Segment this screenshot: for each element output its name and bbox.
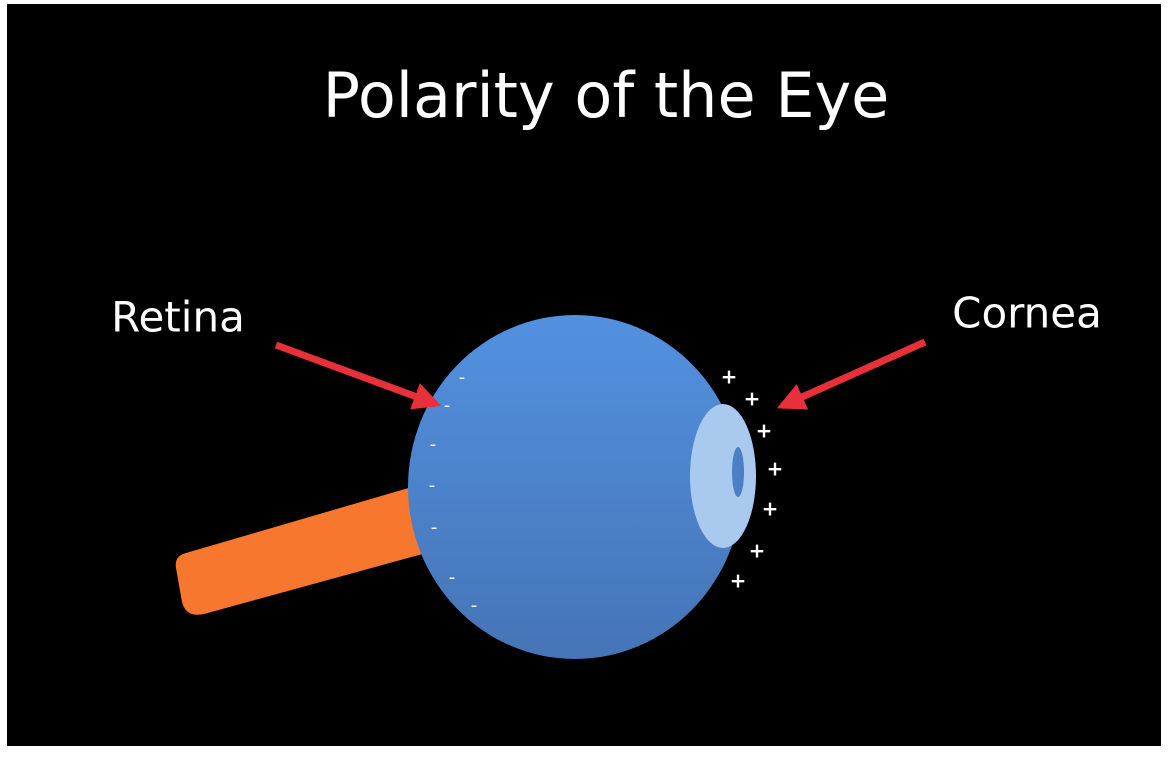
positive-charge: + <box>749 539 766 563</box>
title: Polarity of the Eye <box>323 59 890 132</box>
optic-nerve <box>175 487 426 615</box>
retina-arrow <box>274 341 442 410</box>
positive-charge: + <box>767 457 784 481</box>
negative-charge: - <box>444 395 451 416</box>
cornea <box>690 404 756 548</box>
positive-charge: + <box>730 569 747 593</box>
negative-charge: - <box>449 567 456 588</box>
eyeball <box>408 315 742 659</box>
cornea-arrow <box>776 338 927 410</box>
negative-charge: - <box>429 475 436 496</box>
charges: -------+++++++ <box>429 365 784 617</box>
pupil <box>732 447 744 497</box>
positive-charge: + <box>756 419 773 443</box>
negative-charge: - <box>431 517 438 538</box>
retina-label: Retina <box>111 293 245 342</box>
positive-charge: + <box>744 387 761 411</box>
cornea-label: Cornea <box>952 289 1102 338</box>
negative-charge: - <box>430 434 437 455</box>
positive-charge: + <box>721 365 738 389</box>
negative-charge: - <box>459 367 466 388</box>
positive-charge: + <box>762 497 779 521</box>
negative-charge: - <box>471 595 478 616</box>
